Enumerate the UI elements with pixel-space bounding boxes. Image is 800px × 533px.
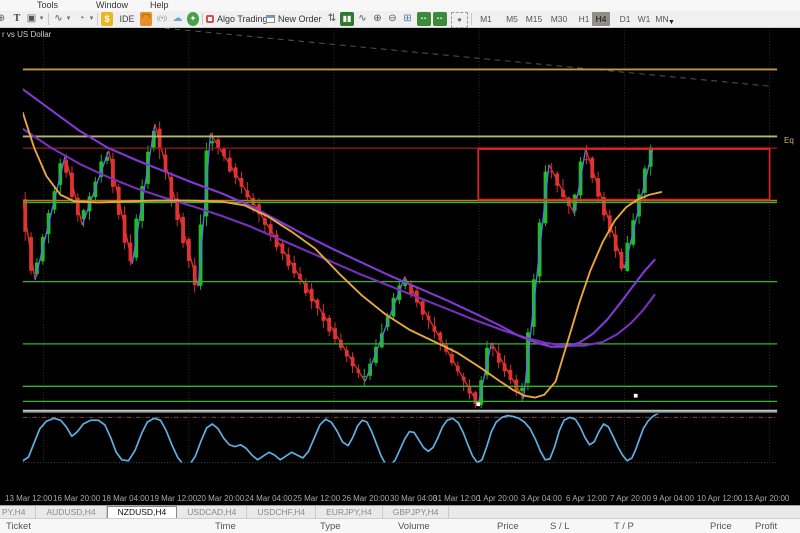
timeframe-m5[interactable]: M5: [506, 14, 518, 24]
algo-trading-button-label: Algo Trading: [217, 14, 268, 24]
timeframe-h4[interactable]: H4: [592, 12, 610, 26]
time-axis-label: 25 Mar 12:00: [293, 494, 341, 503]
time-axis-label: 9 Apr 04:00: [653, 494, 694, 503]
menu-bar: Tools Window Help: [0, 0, 800, 11]
time-axis-label: 13 Mar 12:00: [5, 494, 53, 503]
timeframe-mn[interactable]: MN: [655, 14, 669, 24]
window-separator-highlight: [22, 409, 778, 411]
line-studies-icon[interactable]: ∿: [54, 13, 63, 24]
zoom-in-icon[interactable]: ⊕: [373, 13, 382, 24]
toolbox-column-profit: Profit: [755, 521, 778, 532]
chart-shift-toggle[interactable]: ▪▪: [417, 12, 431, 26]
dropdown-arrow-icon[interactable]: ▾: [39, 15, 44, 22]
menu-item-window[interactable]: Window: [96, 0, 129, 10]
tick-arrows-icon[interactable]: ⇅: [327, 13, 337, 24]
time-axis-label: 26 Mar 20:00: [342, 494, 390, 503]
algo-trading-button-icon: [206, 15, 214, 23]
ide-button[interactable]: IDE: [119, 14, 135, 24]
toolbar-separator: [48, 13, 49, 25]
toolbox-column-volume: Volume: [398, 521, 430, 532]
market-icon[interactable]: [140, 12, 152, 26]
eq-line-label: Eq: [784, 136, 794, 145]
timeframe-m15[interactable]: M15: [525, 14, 543, 24]
toolbox-column-time: Time: [215, 521, 236, 532]
tile-windows-icon[interactable]: ⊞: [403, 13, 412, 24]
chart-tab-eurjpyh4[interactable]: EURJPY,H4: [316, 506, 383, 518]
signal-icon[interactable]: ((•)): [156, 16, 168, 22]
descending-trendline[interactable]: [144, 28, 773, 87]
time-axis-label: 1 Apr 20:00: [477, 494, 518, 503]
chart-tab-pyh4[interactable]: PY,H4: [0, 506, 37, 518]
time-axis-label: 19 Mar 12:00: [150, 494, 198, 503]
chart-tab-bar: PY,H4 AUDUSD,H4 NZDUSD,H4 USDCAD,H4 USDCHF,H…: [0, 505, 800, 518]
time-axis-label: 6 Apr 12:00: [566, 494, 607, 503]
toolbar-separator: [202, 13, 203, 25]
ma-purple-slow: [22, 127, 656, 347]
menu-item-tools[interactable]: Tools: [37, 0, 59, 10]
toolbox-column-price: Price: [497, 521, 519, 532]
chart-area[interactable]: r vs US Dollar Eq: [0, 28, 800, 490]
algo-trading-button[interactable]: Algo Trading: [206, 12, 268, 26]
chart-tab-usdcadh4[interactable]: USDCAD,H4: [177, 506, 248, 518]
time-axis-label: 18 Mar 04:00: [102, 494, 150, 503]
dropdown-arrow-icon[interactable]: ▾: [66, 15, 71, 22]
community-icon[interactable]: ✦: [187, 12, 199, 26]
auto-scroll-toggle[interactable]: ▪▪: [433, 12, 447, 26]
timeframe-m1[interactable]: M1: [480, 14, 492, 24]
zoom-out-icon[interactable]: ⊖: [388, 13, 397, 24]
new-order-button-label: New Order: [278, 14, 322, 24]
price-chart-canvas[interactable]: [0, 28, 800, 490]
time-axis-label: 10 Apr 12:00: [697, 494, 743, 503]
chart-tab-nzdusdh4[interactable]: NZDUSD,H4: [106, 506, 178, 518]
time-axis-label: 24 Mar 04:00: [245, 494, 293, 503]
time-axis-label: 20 Mar 20:00: [197, 494, 245, 503]
oscillator-curve: [22, 413, 660, 463]
window-separator[interactable]: [22, 409, 778, 413]
text-tool-icon[interactable]: T: [13, 13, 21, 24]
indicators-icon[interactable]: ◔: [78, 13, 85, 24]
clipped-icon[interactable]: ⊕: [0, 13, 6, 24]
timeframe-w1[interactable]: W1: [637, 14, 651, 24]
timeframe-h1[interactable]: H1: [578, 14, 590, 24]
dollar-icon[interactable]: $: [101, 12, 113, 26]
timeframe-m30[interactable]: M30: [550, 14, 568, 24]
ma-orange: [22, 111, 663, 399]
time-axis-label: 30 Mar 04:00: [390, 494, 438, 503]
time-axis-label: 31 Mar 12:00: [433, 494, 481, 503]
chart-tab-gbpjpyh4[interactable]: GBPJPY,H4: [383, 506, 450, 518]
toolbox-column-type: Type: [320, 521, 341, 532]
toolbox-column-tp: T / P: [614, 521, 634, 532]
toolbox-column-ticket: Ticket: [6, 521, 31, 532]
zigzag-indicator: [22, 124, 654, 405]
time-axis-label: 3 Apr 04:00: [521, 494, 562, 503]
object-anchor-point[interactable]: [633, 393, 638, 398]
time-axis-label: 13 Apr 20:00: [744, 494, 790, 503]
ma-purple-fast: [22, 88, 656, 348]
object-anchor-point[interactable]: [476, 402, 481, 407]
time-axis[interactable]: 13 Mar 12:00 16 Mar 20:00 18 Mar 04:00 19 M…: [0, 490, 800, 505]
chart-title: r vs US Dollar: [2, 30, 52, 39]
toolbox-column-sl: S / L: [550, 521, 570, 532]
pause-button[interactable]: ▮▮: [340, 12, 354, 26]
chart-tab-usdchfh4[interactable]: USDCHF,H4: [247, 506, 317, 518]
toolbar: ⊕ T ▣ ▾ ∿ ▾ ◔ ▾ $ IDE ((•)) ☁ ✦ ⇅ ▮▮ ∿ ⊕ ⊖ ⊞ ▪▪ ▪▪ ● Algo Trad…: [0, 11, 800, 28]
toolbar-separator: [471, 13, 472, 25]
new-order-button-icon: [266, 15, 275, 23]
objects-icon[interactable]: ▣: [26, 13, 37, 24]
time-axis-label: 7 Apr 20:00: [610, 494, 651, 503]
toolbox-header: Ticket Time Type Volume Price S / L T / P Price…: [0, 518, 800, 533]
menu-item-help[interactable]: Help: [150, 0, 169, 10]
zigzag-icon[interactable]: ∿: [358, 13, 367, 24]
new-order-button[interactable]: New Order: [266, 12, 322, 26]
dropdown-arrow-icon[interactable]: ▾: [89, 15, 94, 22]
cloud-icon[interactable]: ☁: [172, 13, 183, 24]
time-axis-label: 16 Mar 20:00: [53, 494, 101, 503]
toolbox-column-price: Price: [710, 521, 732, 532]
more-buttons-arrow[interactable]: ▼: [668, 19, 675, 26]
toolbar-separator: [97, 13, 98, 25]
chart-tab-audusdh4[interactable]: AUDUSD,H4: [36, 506, 107, 518]
timeframe-d1[interactable]: D1: [619, 14, 631, 24]
camera-button[interactable]: ●: [451, 12, 468, 28]
